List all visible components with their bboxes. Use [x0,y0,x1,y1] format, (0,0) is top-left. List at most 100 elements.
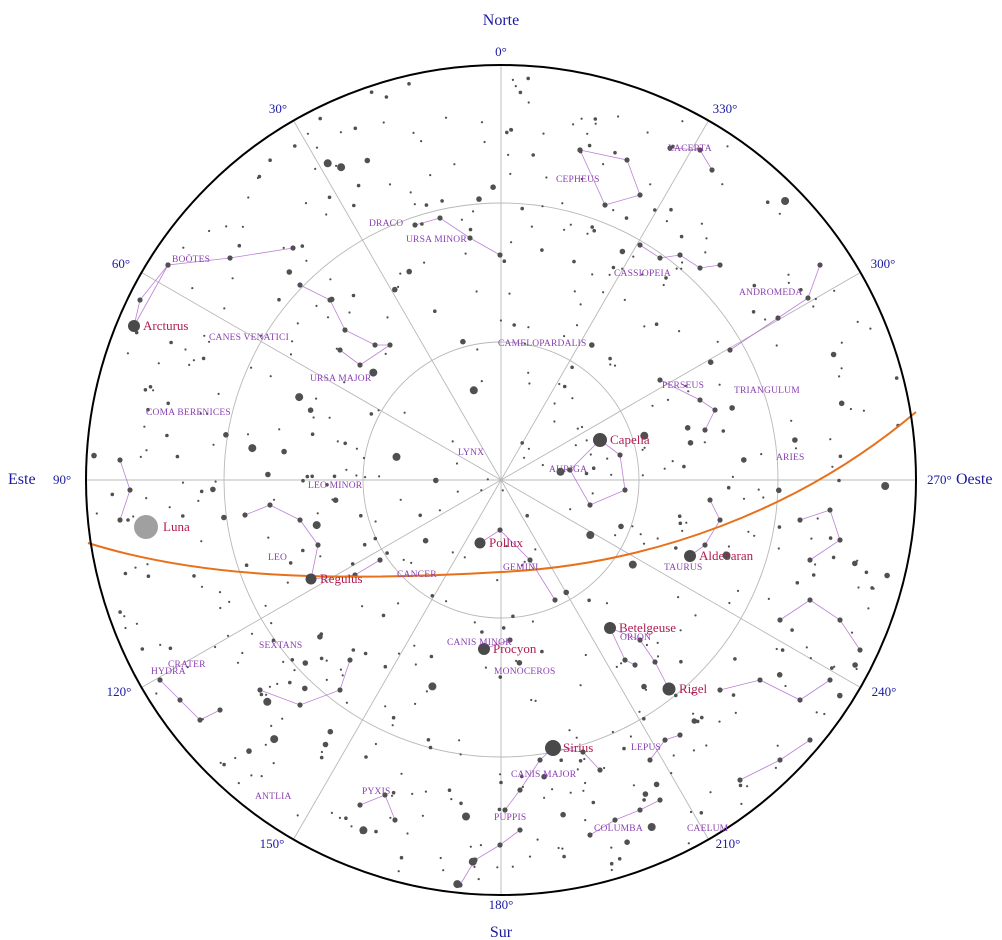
constellation-label: CANIS MINOR [447,638,512,648]
star [728,601,731,605]
star [640,431,649,440]
constellation-label: GEMINI [503,563,539,573]
star [609,861,614,866]
star [526,76,530,81]
star [602,291,605,294]
star [629,735,633,738]
star [362,542,367,547]
star [406,832,409,835]
star [642,798,646,802]
star [610,473,613,476]
star [520,774,524,779]
constellation-star [517,827,523,833]
constellation-label: CANCER [397,570,437,580]
star [776,487,782,494]
star [413,644,416,647]
constellation-labels: LACERTA CEPHEUS DRACO URSA MINOR BOÖTES … [146,144,804,834]
star-labels: Arcturus Capella Pollux Aldebaran Regulu… [143,318,754,755]
star [703,441,706,444]
star [837,692,843,699]
star [397,602,400,605]
star [587,598,591,603]
star [496,579,499,582]
star [742,497,746,500]
star-aldebaran [684,550,696,562]
star [166,401,170,406]
star [608,356,612,361]
star [247,196,250,199]
constellation-star [737,777,743,783]
star [562,854,566,859]
star [399,498,402,501]
constellation-label: LEO MINOR [308,481,363,491]
star [738,783,743,788]
constellation-label: ARIES [776,453,804,463]
star [591,800,596,805]
star [320,750,323,754]
star [403,411,406,414]
star [606,457,609,460]
star [424,790,427,793]
star [126,518,130,522]
star [384,705,387,708]
star [350,562,355,566]
star [645,643,649,647]
constellation-label: BOÖTES [172,253,210,265]
azimuth-label-240: 240° [872,684,897,699]
star [653,208,657,212]
star [687,390,690,393]
constellation-star [612,817,618,823]
constellation-star [157,677,163,683]
constellation-star [827,507,833,513]
constellation-star [697,147,703,153]
star [282,246,285,249]
star [305,474,310,479]
star [145,497,148,500]
star [569,791,572,794]
star [480,380,483,383]
constellation-label: ANDROMEDA [739,288,803,298]
star [681,261,684,264]
star [612,209,615,212]
star [364,476,367,479]
star [336,440,339,443]
constellation-star [857,647,863,653]
star [296,814,299,817]
constellation-star [327,297,333,303]
star [622,746,626,751]
azimuth-line [500,479,861,688]
star [605,602,609,605]
star [381,613,386,618]
constellation-star [807,597,813,603]
star [623,298,626,301]
constellation-figure [739,739,811,781]
star [424,203,429,207]
star [325,678,328,682]
star [561,847,564,850]
star-procyon [478,643,490,655]
star [221,514,227,521]
star [335,347,338,350]
star [118,610,122,614]
constellation-figure [244,504,319,580]
star [217,392,220,395]
constellation-star [712,407,718,413]
star [382,121,385,124]
constellation-star [797,517,803,523]
star [671,460,674,463]
star [272,498,276,501]
star [181,481,185,484]
star [484,666,487,669]
star [351,648,356,652]
star [592,228,596,233]
star [747,530,750,533]
star [306,132,309,135]
star [530,698,533,702]
constellation-star [165,262,171,268]
constellation-star [392,817,398,823]
star [206,412,209,415]
azimuth-line [500,479,709,840]
star [332,474,337,479]
star [602,163,605,166]
constellation-star [297,517,303,523]
